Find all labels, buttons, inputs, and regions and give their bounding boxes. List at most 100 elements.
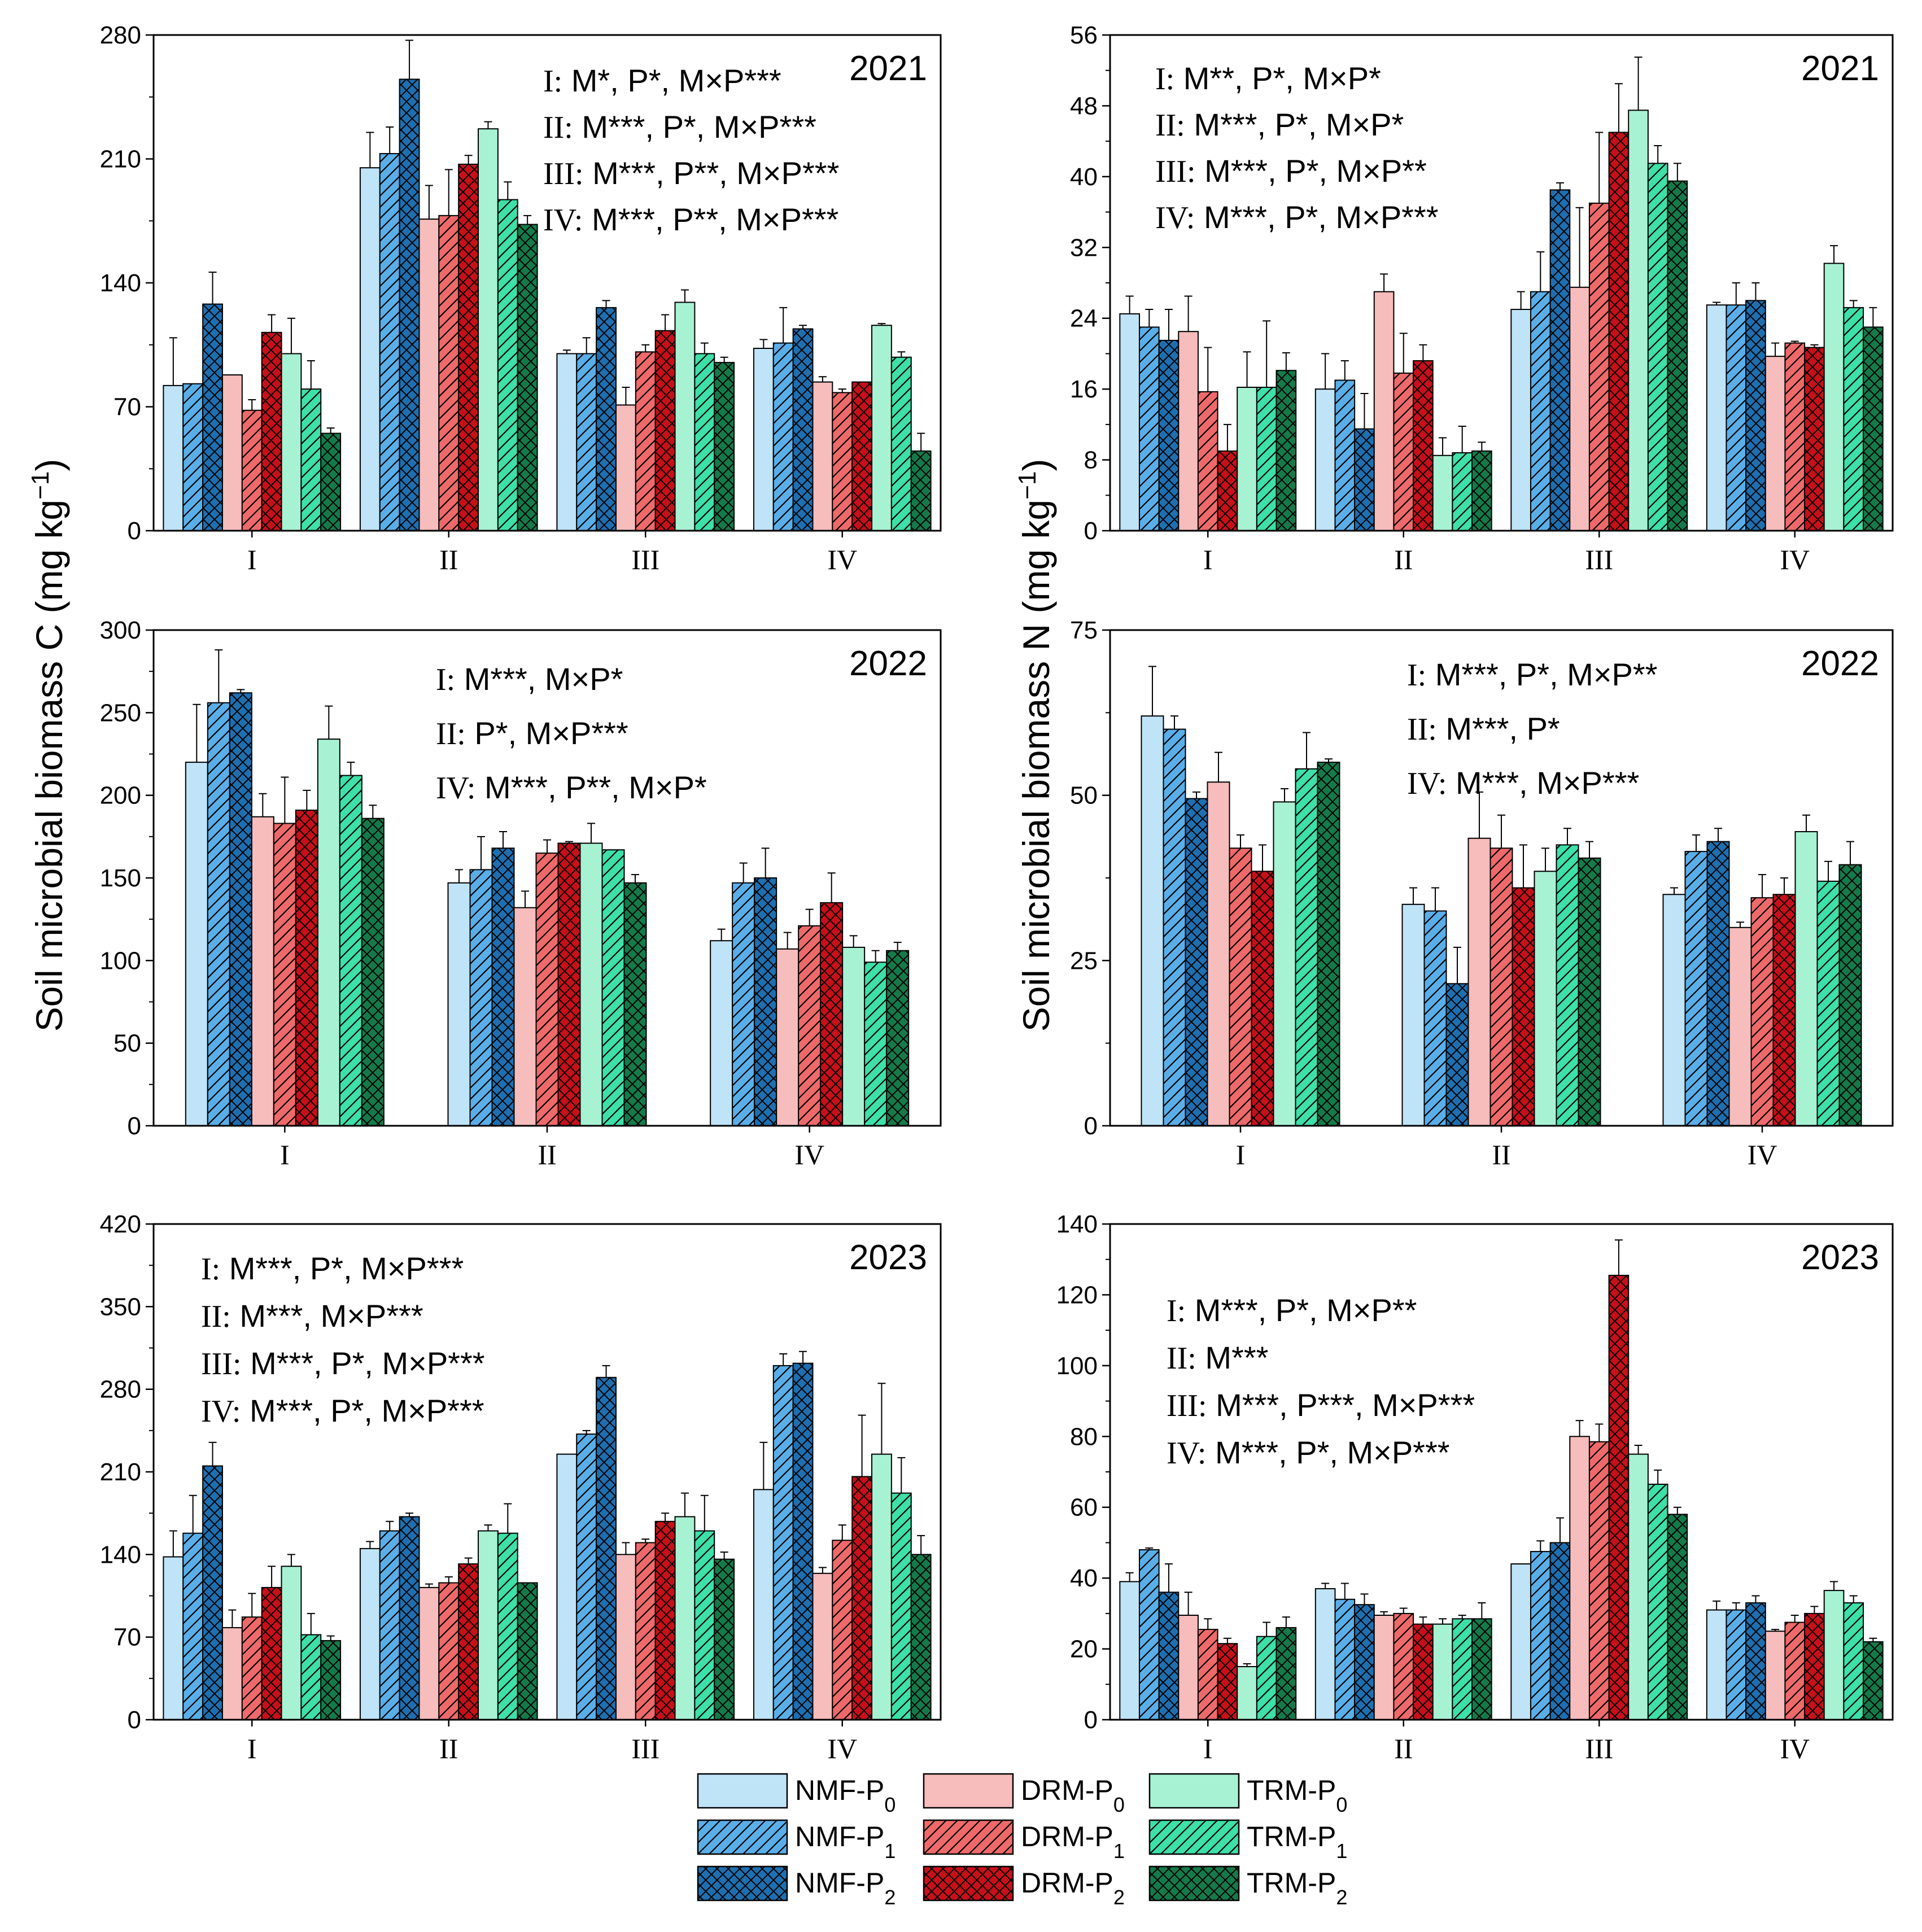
- bar-N2022-I-TRM-P2: [1317, 762, 1340, 1126]
- bar-C2021-I-DRM-P2: [261, 331, 282, 531]
- bar-N2023-I-TRM-P1: [1256, 1636, 1277, 1720]
- significance-annotation: I: M***, P*, M×P***: [201, 1251, 464, 1287]
- bar-C2022-I-DRM-P2: [295, 810, 318, 1127]
- significance-annotation: I: M***, M×P*: [436, 661, 623, 697]
- bar-C2022-I-DRM-P1: [273, 823, 296, 1127]
- bar-N2023-IV-TRM-P1: [1843, 1602, 1864, 1721]
- bar-C2021-IV-DRM-P0: [812, 381, 833, 531]
- bar-C2023-II-DRM-P2: [458, 1563, 479, 1720]
- y-tick-label: 8: [1084, 447, 1098, 474]
- legend-swatch: [923, 1865, 1014, 1902]
- significance-annotation: II: M***, P*, M×P*: [1155, 107, 1404, 143]
- y-tick-label: 50: [113, 1030, 141, 1057]
- errorbar-C2021-II-NMF-P0: [366, 132, 374, 168]
- bar-C2021-I-TRM-P0: [281, 353, 302, 532]
- errorbar-C2021-III-TRM-P1: [700, 342, 709, 354]
- errorbar-N2021-I-DRM-P1: [1204, 347, 1212, 392]
- errorbar-C2022-II-TRM-P0: [587, 823, 595, 843]
- legend-label: TRM-P2: [1247, 1867, 1347, 1909]
- legend-item-DRM-P1: DRM-P1: [923, 1819, 1125, 1863]
- legend-item-TRM-P1: TRM-P1: [1148, 1819, 1347, 1863]
- bar-C2022-IV-TRM-P1: [864, 961, 888, 1126]
- significance-annotation: I: M***, P*, M×P**: [1167, 1292, 1417, 1328]
- legend-item-DRM-P2: DRM-P2: [923, 1865, 1125, 1909]
- errorbar-C2022-I-TRM-P1: [347, 762, 355, 776]
- errorbar-N2021-II-TRM-P2: [1478, 442, 1486, 451]
- errorbar-C2023-II-TRM-P1: [504, 1503, 512, 1533]
- bar-N2023-II-TRM-P1: [1452, 1618, 1473, 1721]
- x-tick-label: III: [1585, 1733, 1613, 1764]
- errorbar-C2023-III-TRM-P1: [700, 1494, 709, 1531]
- errorbar-N2021-IV-NMF-P2: [1751, 282, 1760, 301]
- bar-C2023-III-NMF-P2: [596, 1376, 617, 1721]
- bar-C2023-IV-DRM-P2: [851, 1476, 873, 1720]
- significance-annotation: I: M**, P*, M×P*: [1155, 60, 1381, 97]
- legend-label: TRM-P1: [1247, 1821, 1347, 1863]
- errorbar-N2022-II-DRM-P2: [1519, 844, 1527, 888]
- errorbar-C2023-II-DRM-P0: [425, 1583, 433, 1588]
- bar-N2021-IV-DRM-P2: [1804, 347, 1825, 531]
- x-tick-label: III: [1585, 544, 1613, 575]
- bar-C2022-II-DRM-P1: [535, 853, 559, 1126]
- y-tick-label: 25: [1070, 947, 1098, 974]
- bar-C2022-IV-NMF-P0: [710, 940, 733, 1127]
- y-tick-label: 0: [128, 517, 141, 545]
- significance-annotation: II: M***: [1167, 1340, 1268, 1376]
- bar-C2023-III-TRM-P2: [714, 1558, 735, 1721]
- errorbar-N2023-I-DRM-P2: [1223, 1637, 1231, 1644]
- bar-N2021-II-DRM-P0: [1373, 291, 1395, 532]
- errorbar-N2021-II-TRM-P1: [1458, 425, 1466, 453]
- bar-N2023-III-DRM-P1: [1588, 1441, 1610, 1720]
- bar-C2023-I-NMF-P2: [202, 1465, 223, 1720]
- legend-item-TRM-P0: TRM-P0: [1148, 1773, 1347, 1816]
- errorbar-N2023-I-NMF-P2: [1164, 1563, 1173, 1593]
- errorbar-N2021-III-DRM-P2: [1614, 83, 1623, 133]
- errorbar-C2021-II-DRM-P1: [444, 169, 453, 216]
- significance-annotation: I: M*, P*, M×P***: [543, 63, 781, 99]
- y-tick-label: 32: [1070, 234, 1098, 261]
- y-tick-label: 250: [100, 699, 141, 727]
- y-tick-label: 0: [1084, 1706, 1098, 1734]
- x-tick-label: I: [247, 544, 257, 575]
- errorbar-N2021-II-TRM-P0: [1439, 437, 1447, 456]
- bar-C2022-IV-TRM-P2: [886, 950, 910, 1126]
- bar-C2021-I-TRM-P2: [320, 432, 342, 531]
- errorbar-N2023-III-TRM-P0: [1634, 1444, 1643, 1454]
- bar-N2021-I-NMF-P0: [1119, 313, 1140, 531]
- bar-N2023-IV-NMF-P2: [1745, 1602, 1766, 1721]
- bar-C2023-IV-TRM-P0: [871, 1453, 892, 1720]
- y-tick-label: 210: [100, 1458, 141, 1486]
- y-tick-label: 50: [1070, 782, 1098, 810]
- x-tick-label: IV: [827, 544, 857, 575]
- bar-N2023-II-NMF-P2: [1354, 1604, 1375, 1720]
- bar-N2022-II-NMF-P1: [1423, 910, 1447, 1126]
- errorbar-N2022-I-DRM-P0: [1215, 751, 1222, 783]
- errorbar-C2021-III-TRM-P0: [680, 289, 689, 303]
- bar-N2023-I-NMF-P0: [1119, 1581, 1140, 1721]
- bar-C2022-II-DRM-P0: [513, 907, 537, 1127]
- bar-C2022-IV-TRM-P0: [842, 946, 866, 1127]
- significance-annotation: II: M***, M×P***: [201, 1298, 423, 1334]
- errorbar-C2022-II-NMF-P2: [499, 831, 507, 849]
- bar-N2022-I-DRM-P0: [1207, 781, 1230, 1126]
- errorbar-C2021-III-NMF-P2: [602, 300, 610, 308]
- bar-N2021-III-TRM-P1: [1647, 163, 1668, 531]
- errorbar-C2021-II-TRM-P1: [504, 181, 512, 200]
- errorbar-C2023-IV-NMF-P1: [779, 1353, 788, 1366]
- legend-swatch: [697, 1865, 788, 1902]
- bar-C2022-II-NMF-P0: [447, 882, 471, 1127]
- errorbar-C2023-I-NMF-P1: [189, 1494, 197, 1533]
- x-tick-label: I: [247, 1733, 257, 1764]
- legend-label: DRM-P2: [1021, 1867, 1125, 1909]
- errorbar-C2021-IV-TRM-P2: [917, 432, 925, 451]
- errorbar-N2023-I-NMF-P1: [1145, 1547, 1154, 1550]
- bar-N2023-III-NMF-P2: [1549, 1542, 1571, 1720]
- bar-C2021-I-TRM-P1: [300, 388, 322, 532]
- errorbar-N2021-IV-TRM-P2: [1869, 307, 1877, 327]
- bar-C2022-II-DRM-P2: [557, 842, 581, 1127]
- errorbar-N2021-I-TRM-P2: [1282, 352, 1290, 371]
- errorbar-C2023-III-TRM-P2: [720, 1551, 728, 1559]
